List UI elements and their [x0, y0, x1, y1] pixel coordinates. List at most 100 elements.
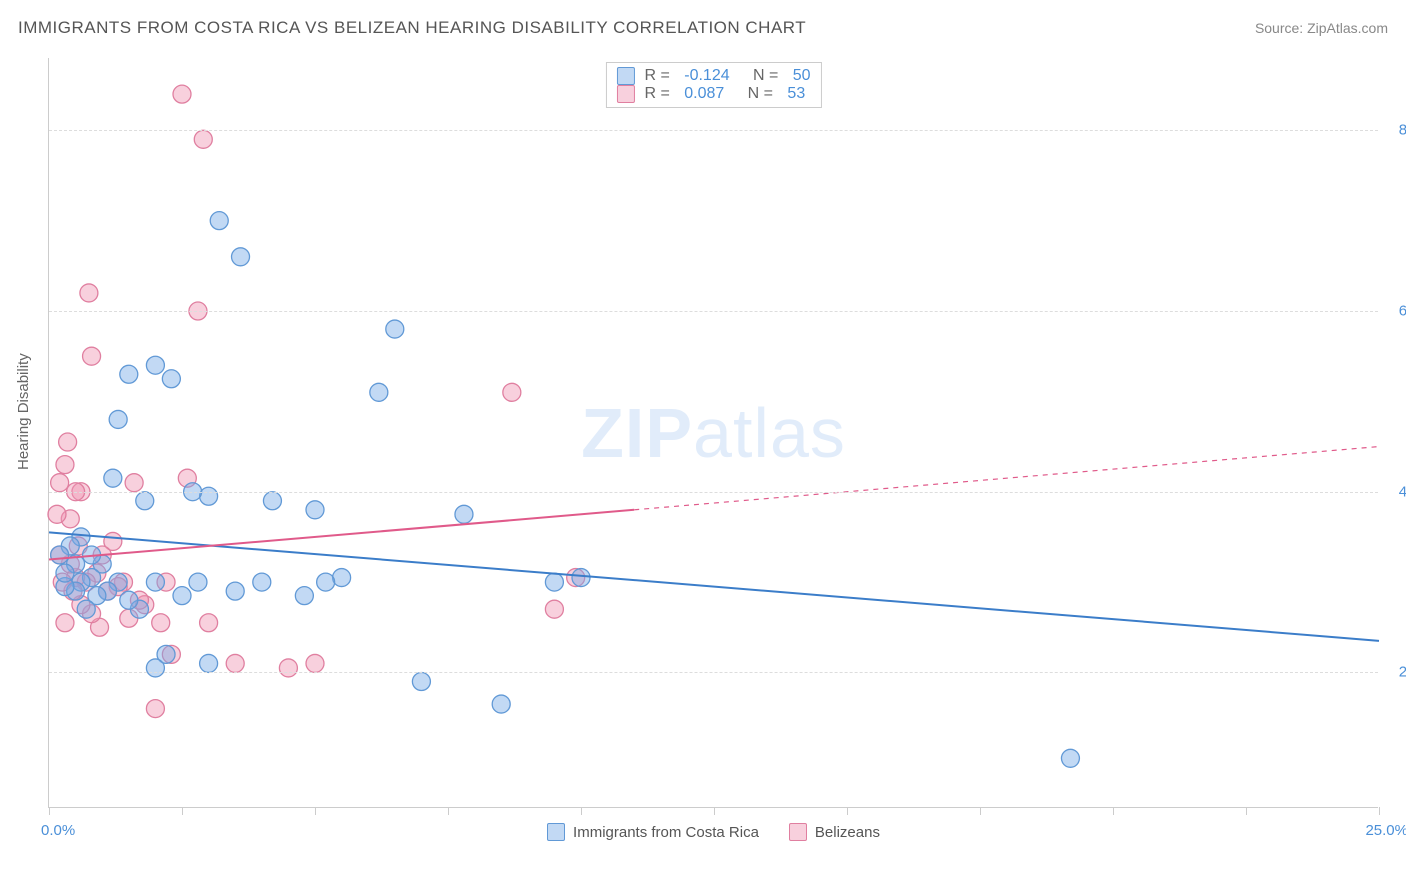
legend-swatch-icon [616, 85, 634, 103]
data-point [226, 582, 244, 600]
regression-line [49, 532, 1379, 640]
data-point [317, 573, 335, 591]
legend-swatch-icon [789, 823, 807, 841]
legend-n-label: N = [740, 67, 783, 85]
data-point [306, 501, 324, 519]
data-point [200, 614, 218, 632]
x-tick [980, 807, 981, 815]
data-point [136, 492, 154, 510]
data-point [200, 654, 218, 672]
legend-r-value: -0.124 [684, 67, 729, 85]
legend-label: Belizeans [815, 824, 880, 841]
x-tick [847, 807, 848, 815]
x-axis-min-label: 0.0% [41, 822, 75, 839]
data-point [455, 505, 473, 523]
legend-r-label: R = [644, 85, 674, 103]
data-point [194, 130, 212, 148]
legend-n-label: N = [734, 85, 777, 103]
data-point [104, 469, 122, 487]
data-point [412, 672, 430, 690]
gridline [49, 130, 1378, 131]
data-point [56, 456, 74, 474]
data-point [109, 410, 127, 428]
legend-swatch-icon [547, 823, 565, 841]
data-point [51, 546, 69, 564]
data-point [83, 347, 101, 365]
data-point [146, 659, 164, 677]
data-point [189, 573, 207, 591]
x-axis-max-label: 25.0% [1365, 822, 1406, 839]
data-point [232, 248, 250, 266]
data-point [279, 659, 297, 677]
legend-row: R = -0.124 N = 50 [616, 67, 810, 85]
data-point [386, 320, 404, 338]
data-point [146, 700, 164, 718]
data-point [120, 591, 138, 609]
data-point [503, 383, 521, 401]
x-tick [714, 807, 715, 815]
x-tick [448, 807, 449, 815]
chart-svg [49, 58, 1378, 807]
data-point [152, 614, 170, 632]
x-tick [1113, 807, 1114, 815]
data-point [253, 573, 271, 591]
y-tick-label: 6.0% [1399, 303, 1406, 320]
legend-r-label: R = [644, 67, 674, 85]
data-point [173, 587, 191, 605]
legend-n-value: 53 [787, 85, 805, 103]
gridline [49, 672, 1378, 673]
data-point [210, 212, 228, 230]
plot-area: ZIPatlas R = -0.124 N = 50R = 0.087 N = … [48, 58, 1378, 808]
x-tick [182, 807, 183, 815]
data-point [1061, 749, 1079, 767]
legend-item: Immigrants from Costa Rica [547, 823, 759, 841]
regression-line-dashed [634, 447, 1379, 510]
data-point [263, 492, 281, 510]
y-tick-label: 8.0% [1399, 122, 1406, 139]
data-point [77, 600, 95, 618]
x-tick [49, 807, 50, 815]
x-tick [1379, 807, 1380, 815]
y-tick-label: 4.0% [1399, 483, 1406, 500]
data-point [162, 370, 180, 388]
data-point [146, 573, 164, 591]
data-point [125, 474, 143, 492]
data-point [492, 695, 510, 713]
legend-swatch-icon [616, 67, 634, 85]
y-axis-title: Hearing Disability [15, 353, 32, 470]
legend-n-value: 50 [793, 67, 811, 85]
data-point [200, 487, 218, 505]
data-point [545, 573, 563, 591]
data-point [226, 654, 244, 672]
data-point [572, 569, 590, 587]
data-point [146, 356, 164, 374]
data-point [48, 505, 66, 523]
legend-r-value: 0.087 [684, 85, 724, 103]
correlation-legend: R = -0.124 N = 50R = 0.087 N = 53 [605, 62, 821, 108]
x-tick [315, 807, 316, 815]
x-tick [1246, 807, 1247, 815]
legend-label: Immigrants from Costa Rica [573, 824, 759, 841]
x-tick [581, 807, 582, 815]
regression-line [49, 510, 634, 560]
data-point [173, 85, 191, 103]
legend-item: Belizeans [789, 823, 880, 841]
series-legend: Immigrants from Costa Rica Belizeans [49, 823, 1378, 841]
data-point [295, 587, 313, 605]
data-point [80, 284, 98, 302]
legend-row: R = 0.087 N = 53 [616, 85, 810, 103]
data-point [120, 365, 138, 383]
data-point [56, 614, 74, 632]
gridline [49, 492, 1378, 493]
data-point [306, 654, 324, 672]
y-tick-label: 2.0% [1399, 664, 1406, 681]
data-point [51, 474, 69, 492]
source-attribution: Source: ZipAtlas.com [1255, 20, 1388, 36]
gridline [49, 311, 1378, 312]
data-point [59, 433, 77, 451]
data-point [545, 600, 563, 618]
data-point [333, 569, 351, 587]
chart-title: IMMIGRANTS FROM COSTA RICA VS BELIZEAN H… [18, 18, 806, 38]
data-point [370, 383, 388, 401]
chart-header: IMMIGRANTS FROM COSTA RICA VS BELIZEAN H… [18, 18, 1388, 38]
